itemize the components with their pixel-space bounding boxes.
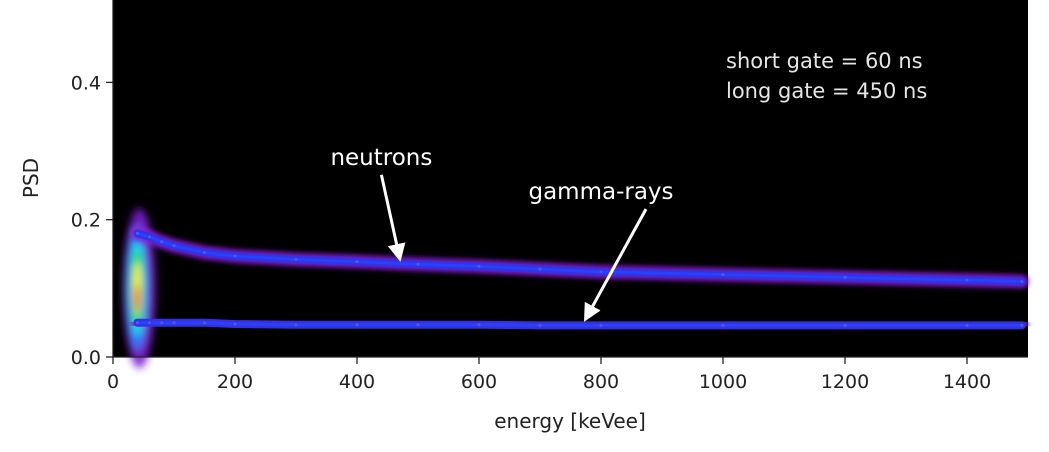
data-point-neutrons [843,275,847,279]
x-axis-label: energy [keVee] [494,409,646,433]
series-gamma-rays [130,315,1029,333]
data-point-neutrons [294,258,298,261]
data-point-neutrons [477,264,481,268]
data-point-gamma-rays [294,323,298,327]
y-axis-label: PSD [19,158,43,198]
data-point-gamma-rays [721,323,725,327]
x-tick-label: 600 [461,371,497,393]
data-point-gamma-rays [135,321,139,325]
annotations: neutrons gamma-rays [330,145,674,322]
y-axis-ticks: 0.0 0.2 0.4 [71,72,113,369]
plot-content [123,208,1029,369]
y-tick-label: 0.0 [71,347,101,369]
data-point-gamma-rays [1020,323,1024,327]
data-point-gamma-rays [233,322,237,326]
annotation-arrow-neutrons [379,174,406,262]
data-point-neutrons [355,260,359,264]
y-tick-label: 0.2 [71,210,101,232]
data-point-gamma-rays [416,323,420,327]
data-point-neutrons [203,251,206,255]
data-point-neutrons [1020,280,1024,283]
annotation-arrow-gamma-rays [584,208,648,322]
data-point-gamma-rays [843,323,847,327]
data-point-neutrons [599,270,603,274]
data-point-neutrons [538,267,542,271]
data-point-neutrons [416,262,420,266]
x-tick-label: 400 [339,371,375,393]
data-point-neutrons [233,254,237,258]
x-tick-label: 800 [583,371,619,393]
data-point-gamma-rays [355,323,359,327]
data-point-neutrons [135,231,139,235]
data-point-neutrons [172,244,176,248]
info-long-gate: long gate = 450 ns [726,79,927,103]
plot-area-background [113,0,1028,357]
y-tick-label: 0.4 [71,72,101,94]
data-point-neutrons [965,278,969,282]
data-point-gamma-rays [965,323,969,327]
series-neutrons [130,226,1029,289]
data-point-gamma-rays [538,323,542,327]
data-point-gamma-rays [203,321,206,325]
data-point-gamma-rays [160,321,164,325]
data-point-gamma-rays [599,323,603,327]
info-short-gate: short gate = 60 ns [726,49,923,73]
band-core-gamma-rays [135,321,1024,327]
data-point-gamma-rays [148,321,152,325]
x-tick-label: 1200 [821,371,869,393]
band-core-neutrons [135,231,1024,283]
x-tick-label: 0 [107,371,119,393]
annotation-gamma-rays: gamma-rays [528,179,673,205]
x-tick-label: 200 [217,371,253,393]
x-axis-ticks: 0 200 400 600 800 1000 1200 1400 [107,357,991,393]
data-point-neutrons [160,240,164,244]
data-point-neutrons [721,273,725,277]
hotspot-red [134,284,140,313]
annotation-neutrons: neutrons [330,145,432,171]
x-tick-label: 1400 [943,371,991,393]
data-point-neutrons [148,235,152,239]
data-point-gamma-rays [172,321,176,325]
data-point-gamma-rays [477,323,481,327]
x-tick-label: 1000 [699,371,747,393]
